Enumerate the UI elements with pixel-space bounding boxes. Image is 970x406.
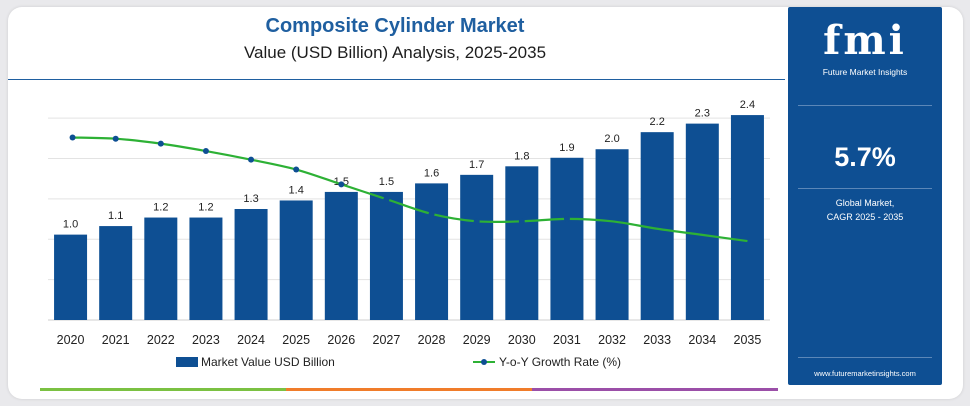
growth-marker-2030: [518, 218, 525, 225]
cagr-label-line2: CAGR 2025 - 2035: [826, 212, 904, 222]
bottom-accent-purple: [532, 388, 778, 391]
x-tick-label: 2025: [282, 333, 310, 347]
x-tick-label: 2030: [508, 333, 536, 347]
x-tick-label: 2024: [237, 333, 265, 347]
bar-2029: [460, 174, 494, 320]
legend-bar-label: Market Value USD Billion: [201, 355, 335, 369]
bar-value-label: 1.2: [198, 202, 213, 214]
bar-2025: [279, 200, 313, 320]
bar-value-label: 1.2: [153, 202, 168, 214]
growth-marker-2023: [202, 148, 209, 155]
sidebar-divider-bottom: [798, 357, 932, 358]
x-tick-label: 2023: [192, 333, 220, 347]
bar-value-label: 2.2: [650, 116, 665, 128]
cagr-label-line1: Global Market,: [835, 198, 895, 208]
growth-marker-2022: [157, 140, 164, 147]
bar-2021: [99, 226, 133, 320]
bar-value-label: 1.5: [379, 176, 394, 188]
x-tick-label: 2028: [418, 333, 446, 347]
x-tick-label: 2034: [688, 333, 716, 347]
chart-title: Composite Cylinder Market: [265, 15, 525, 37]
growth-marker-2026: [338, 181, 345, 188]
growth-marker-2025: [293, 166, 300, 173]
sidebar-panel: fmi Future Market Insights 5.7% Global M…: [788, 7, 942, 385]
logo-subtitle: Future Market Insights: [822, 67, 908, 77]
sidebar-divider-top: [798, 105, 932, 106]
bar-value-label: 1.1: [108, 210, 123, 222]
bar-value-label: 1.0: [63, 219, 78, 231]
legend-line-swatch: [473, 356, 495, 368]
growth-rate-line: [72, 136, 748, 243]
growth-marker-2029: [473, 218, 480, 225]
bar-value-label: 1.7: [469, 159, 484, 171]
growth-marker-2027: [383, 196, 390, 203]
growth-marker-2028: [428, 210, 435, 217]
bar-2020: [54, 234, 88, 320]
title-divider: [8, 79, 785, 80]
bar-value-label: 2.3: [695, 108, 710, 120]
x-tick-label: 2032: [598, 333, 626, 347]
growth-marker-2021: [112, 135, 119, 142]
legend-bar: Market Value USD Billion: [176, 355, 335, 369]
bar-value-label: 1.8: [514, 150, 529, 162]
growth-marker-2031: [563, 215, 570, 222]
cagr-value: 5.7%: [834, 142, 896, 172]
bar-value-label: 2.4: [740, 99, 755, 111]
bar-2032: [595, 149, 629, 320]
bar-2024: [234, 209, 268, 320]
x-tick-label: 2020: [57, 333, 85, 347]
bar-2027: [369, 191, 403, 320]
legend-line-label: Y-o-Y Growth Rate (%): [499, 355, 622, 369]
growth-marker-2024: [248, 156, 255, 163]
bar-2026: [324, 191, 358, 320]
fmi-logo: fmi: [823, 17, 907, 64]
chart-plot: 1.01.11.21.21.31.41.51.51.61.71.81.92.02…: [48, 99, 770, 347]
x-tick-label: 2022: [147, 333, 175, 347]
bar-2030: [505, 166, 539, 320]
bar-2028: [415, 183, 449, 320]
website-url: www.futuremarketinsights.com: [814, 369, 916, 378]
x-tick-label: 2021: [102, 333, 130, 347]
bar-2031: [550, 157, 584, 320]
chart-subtitle: Value (USD Billion) Analysis, 2025-2035: [243, 43, 547, 62]
bar-2035: [730, 115, 764, 320]
bar-value-label: 1.9: [559, 142, 574, 154]
bottom-accent-green: [40, 388, 286, 391]
bar-value-label: 1.3: [243, 193, 258, 205]
bar-2023: [189, 217, 223, 320]
bar-value-label: 1.4: [289, 184, 304, 196]
x-tick-label: 2035: [734, 333, 762, 347]
x-tick-label: 2029: [463, 333, 491, 347]
bar-value-label: 1.6: [424, 167, 439, 179]
growth-marker-2020: [69, 134, 76, 141]
legend-line: Y-o-Y Growth Rate (%): [473, 355, 621, 369]
x-tick-label: 2031: [553, 333, 581, 347]
x-tick-label: 2027: [373, 333, 401, 347]
legend-bar-swatch: [176, 357, 198, 367]
sidebar-divider-mid: [798, 188, 932, 189]
bar-2034: [685, 123, 719, 320]
bottom-accent-orange: [286, 388, 532, 391]
x-tick-label: 2033: [643, 333, 671, 347]
bar-value-label: 2.0: [604, 133, 619, 145]
x-tick-label: 2026: [327, 333, 355, 347]
bar-2022: [144, 217, 178, 320]
